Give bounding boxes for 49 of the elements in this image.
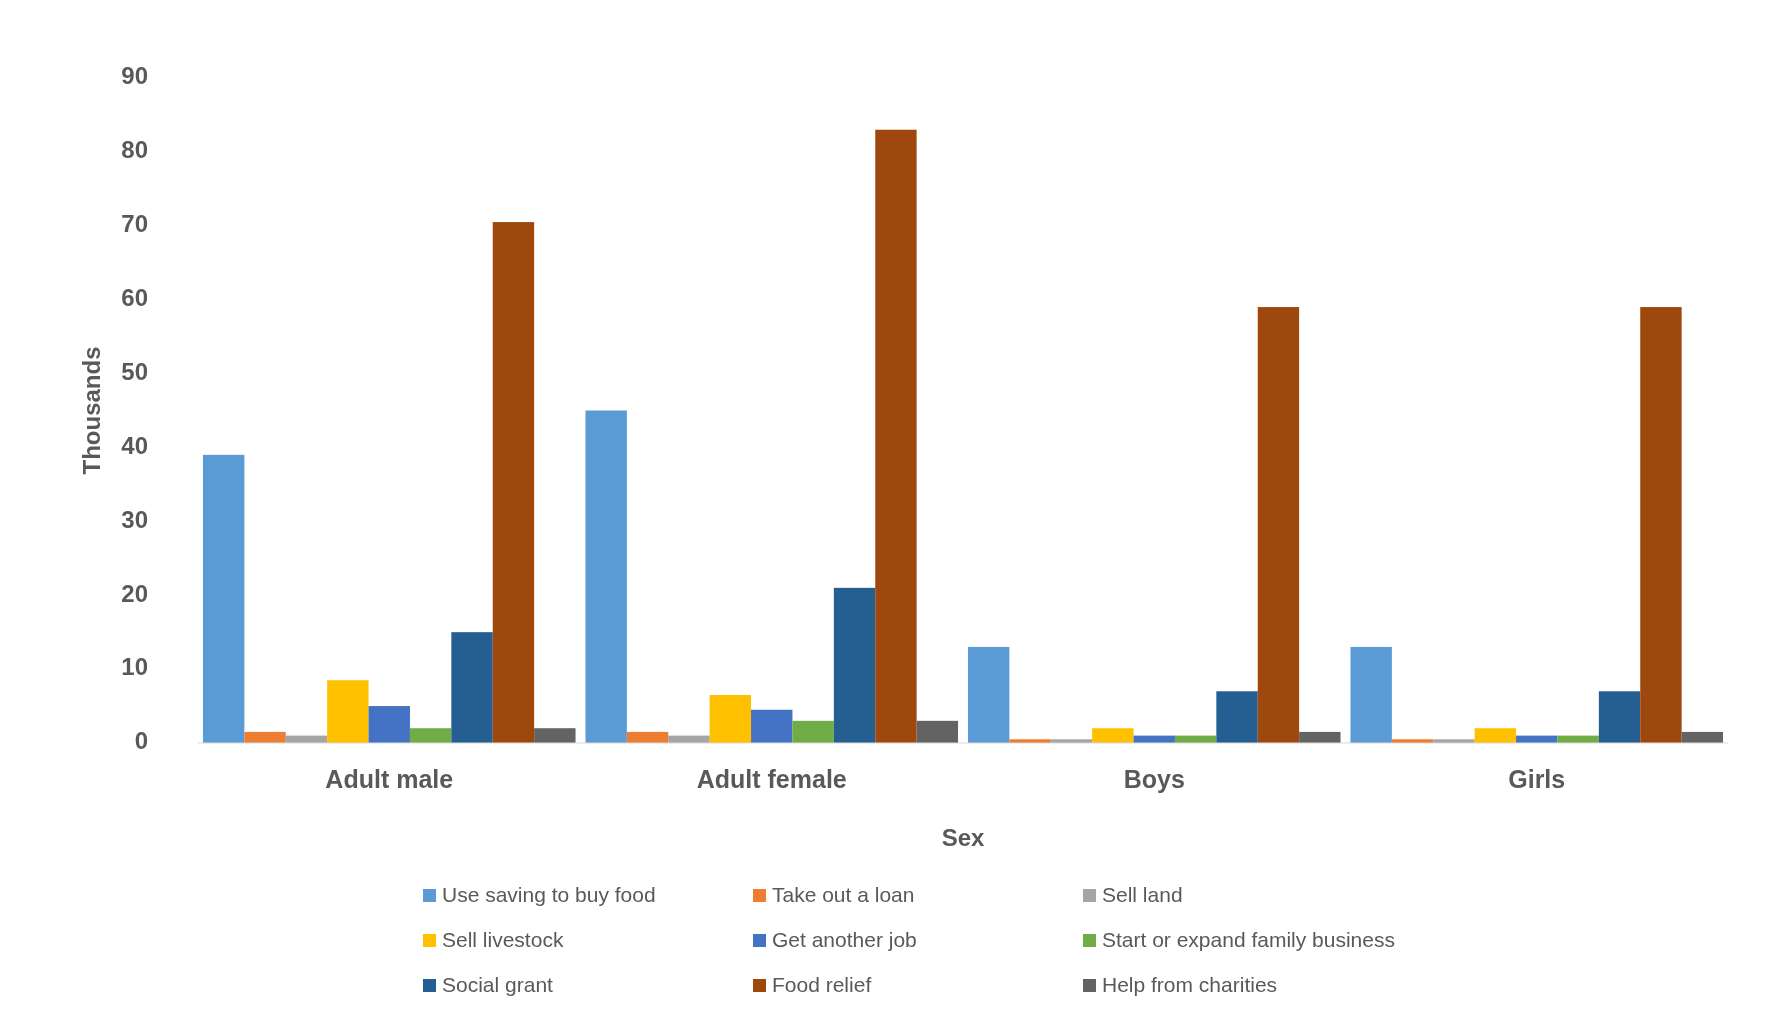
legend-label: Take out a loan <box>772 882 915 906</box>
legend-label: Use saving to buy food <box>442 882 656 906</box>
y-tick-label: 30 <box>121 505 148 533</box>
bar <box>916 720 959 743</box>
legend-label: Sell livestock <box>442 927 564 951</box>
y-tick-label: 90 <box>121 62 148 90</box>
y-tick-label: 0 <box>134 727 148 755</box>
bar <box>792 720 834 743</box>
bar <box>368 706 410 743</box>
bar <box>833 587 876 743</box>
legend-label: Social grant <box>442 972 554 996</box>
bar <box>585 410 627 743</box>
bar <box>1216 691 1258 743</box>
bar <box>202 454 245 743</box>
legend-label: Sell land <box>1102 882 1183 906</box>
bar <box>1092 728 1134 743</box>
bar <box>967 646 1010 743</box>
y-tick-label: 10 <box>121 653 148 681</box>
bar <box>1350 646 1392 743</box>
x-tick-label: Girls <box>1508 765 1566 793</box>
bar <box>709 694 752 743</box>
bar <box>751 709 793 743</box>
x-tick-label: Adult male <box>325 765 454 793</box>
bar <box>1299 731 1341 743</box>
legend-label: Food relief <box>772 972 872 996</box>
y-tick-label: 40 <box>121 431 148 459</box>
legend-label: Get another job <box>772 927 917 951</box>
bar <box>409 728 452 743</box>
bar <box>327 680 369 743</box>
y-axis-title: Thousands <box>78 346 105 475</box>
x-tick-label: Boys <box>1123 765 1185 793</box>
bar <box>451 632 493 743</box>
y-tick-label: 50 <box>121 357 148 385</box>
y-tick-label: 70 <box>121 210 148 238</box>
bar <box>875 129 917 743</box>
legend-label: Help from charities <box>1102 972 1278 996</box>
x-axis-title: Sex <box>941 824 985 851</box>
bar <box>492 222 535 743</box>
y-tick-label: 20 <box>121 579 148 607</box>
x-tick-label: Adult female <box>696 765 847 793</box>
legend-label: Start or expand family business <box>1102 927 1395 951</box>
bar <box>1474 728 1517 743</box>
bar <box>1257 307 1300 743</box>
bar <box>244 731 286 743</box>
y-tick-label: 60 <box>121 284 148 312</box>
bar <box>534 728 576 743</box>
bar <box>1640 307 1682 743</box>
bar <box>1598 691 1641 743</box>
y-tick-label: 80 <box>121 136 148 164</box>
